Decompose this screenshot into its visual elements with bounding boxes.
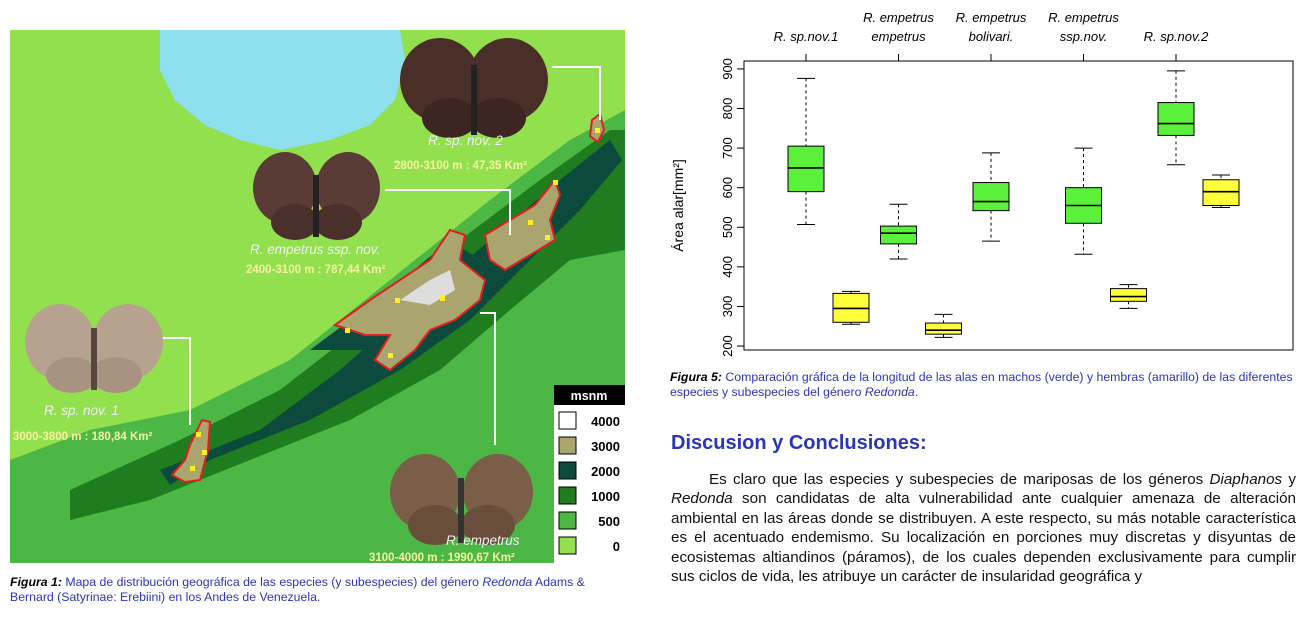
top-label-line1: R. empetrus <box>1048 10 1119 25</box>
box-iqr <box>1202 179 1240 206</box>
y-tick-label: 600 <box>720 177 735 199</box>
y-tick-label: 200 <box>720 335 735 357</box>
butterfly-empetrus-ssp-nov <box>253 152 380 240</box>
box-male-group-1 <box>880 203 917 260</box>
legend-swatch <box>558 486 577 505</box>
distribution-map: R. sp. nov. 2 2800-3100 m : 47,35 Km² R.… <box>10 30 625 563</box>
collection-points <box>190 128 600 471</box>
box-female-group-3 <box>1110 284 1147 309</box>
legend-swatch <box>558 411 577 430</box>
terrain-high <box>70 130 625 520</box>
box-iqr <box>925 322 962 335</box>
box-female-group-4 <box>1202 174 1240 208</box>
legend-label: 500 <box>598 514 620 529</box>
legend-label: 2000 <box>591 464 620 479</box>
label-empetrus-ssp-range: 2400-3100 m : 787,44 Km² <box>246 264 386 276</box>
box-male-group-0 <box>787 77 825 226</box>
body-genus-2: Redonda <box>671 490 733 508</box>
box-iqr <box>787 145 825 193</box>
label-sp-nov-2-name: R. sp. nov. 2 <box>428 133 503 148</box>
legend-swatch <box>558 511 577 530</box>
range-sp-nov-2-upper <box>483 177 562 272</box>
box-iqr <box>972 182 1010 212</box>
top-label-line2: R. sp.nov.2 <box>1144 29 1210 44</box>
figure-5-genus: Redonda <box>864 385 915 399</box>
legend-label: 3000 <box>591 439 620 454</box>
figure-5-label: Figura 5: <box>670 370 722 384</box>
box-iqr <box>1110 288 1147 302</box>
butterfly-empetrus <box>390 454 533 545</box>
section-heading: Discusion y Conclusiones: <box>671 432 927 454</box>
legend-swatch <box>558 461 577 480</box>
box-iqr <box>880 225 917 245</box>
butterfly-sp-nov-2 <box>400 38 548 138</box>
figure-1-label: Figura 1: <box>10 575 62 589</box>
box-iqr <box>1157 102 1195 136</box>
elevation-legend: msnm 4000 3000 2000 1000 500 0 <box>554 385 625 563</box>
leader-lines <box>160 66 601 445</box>
top-label-line1: R. empetrus <box>863 10 934 25</box>
y-axis-label: Área alar[mm²] <box>670 159 686 252</box>
legend-swatch <box>558 436 577 455</box>
top-label-line2: empetrus <box>871 29 926 44</box>
label-sp-nov-1-name: R. sp. nov. 1 <box>44 403 119 418</box>
label-empetrus-ssp-name: R. empetrus ssp. nov. <box>250 242 380 257</box>
y-tick-label: 800 <box>720 98 735 120</box>
top-label-line2: bolivari. <box>969 29 1014 44</box>
box-female-group-0 <box>832 290 870 325</box>
body-text-b: y <box>1282 471 1296 488</box>
box-male-group-3 <box>1065 147 1102 255</box>
legend-label: 0 <box>613 539 620 554</box>
label-sp-nov-1-range: 3000-3800 m : 180,84 Km² <box>13 431 153 443</box>
figure-5-text-a: Comparación gráfica de la longitud de la… <box>670 370 1293 399</box>
y-tick-label: 300 <box>720 296 735 318</box>
figure-1-text-b: Adams & Bernard (Satyrinae: Erebiini) en… <box>10 575 585 604</box>
body-text-c: son candidatas de alta vulnerabilidad an… <box>671 490 1296 586</box>
plot-frame <box>743 60 1294 351</box>
legend-title: msnm <box>571 389 608 403</box>
figure-1-caption: Figura 1: Mapa de distribución geográfic… <box>10 575 630 605</box>
figure-1-genus: Redonda <box>482 575 533 589</box>
legend-label: 1000 <box>591 489 620 504</box>
y-tick-label: 400 <box>720 256 735 278</box>
figure-1-text-a: Mapa de distribución geográfica de las e… <box>61 575 483 589</box>
figure-5-caption: Figura 5: Comparación gráfica de la long… <box>670 370 1294 400</box>
y-tick-label: 900 <box>720 58 735 80</box>
label-empetrus-range: 3100-4000 m : 1990,67 Km² <box>369 552 515 563</box>
body-text-a: Es claro que las especies y subespecies … <box>709 471 1210 488</box>
butterfly-sp-nov-1 <box>25 304 163 393</box>
y-tick-label: 500 <box>720 216 735 238</box>
section-body: Es claro que las especies y subespecies … <box>671 470 1296 586</box>
legend-label: 4000 <box>591 414 620 429</box>
y-tick-label: 700 <box>720 137 735 159</box>
wing-area-boxplot: 200 300 400 500 600 700 800 900 Área alar[mm²] R.… <box>670 10 1294 357</box>
box-male-group-4 <box>1157 70 1195 166</box>
box-male-group-2 <box>972 152 1010 242</box>
top-label-line1: R. empetrus <box>956 10 1027 25</box>
box-female-group-1 <box>925 313 962 338</box>
legend-swatch <box>558 536 577 555</box>
body-genus-1: Diaphanos <box>1209 471 1283 488</box>
label-sp-nov-2-range: 2800-3100 m : 47,35 Km² <box>394 160 527 172</box>
label-empetrus-name: R. empetrus <box>446 533 520 548</box>
top-label-line2: ssp.nov. <box>1060 29 1107 44</box>
top-label-line2: R. sp.nov.1 <box>774 29 839 44</box>
figure-5-text-b: . <box>914 385 919 399</box>
lake <box>160 30 405 150</box>
